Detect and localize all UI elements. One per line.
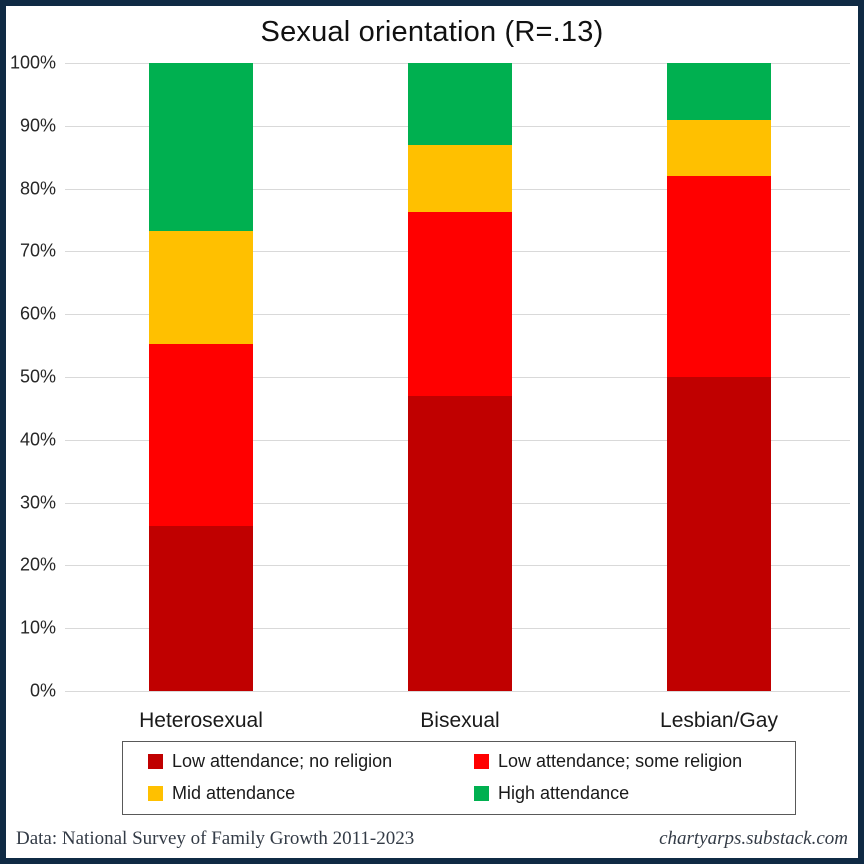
bar-segment [667, 119, 771, 177]
legend-item: High attendance [474, 783, 795, 804]
legend-label: Low attendance; some religion [498, 751, 743, 771]
bar-lesbian-gay [667, 63, 771, 691]
y-axis-tick: 0% [29, 680, 56, 701]
x-axis-label: Lesbian/Gay [660, 709, 778, 732]
chart-title: Sexual orientation (R=.13) [260, 16, 604, 48]
legend-box: Low attendance; no religion Low attendanc… [122, 741, 796, 815]
bar-bisexual [408, 63, 512, 691]
data-source-note: Data: National Survey of Family Growth 2… [16, 828, 415, 849]
site-credit: chartyarps.substack.com [659, 828, 848, 849]
legend-label: Mid attendance [172, 783, 296, 803]
legend-item: Low attendance; some religion [474, 751, 795, 772]
bar-segment [667, 63, 771, 120]
y-axis-tick: 80% [19, 178, 56, 199]
y-axis-tick: 90% [19, 115, 56, 136]
bar-segment [408, 144, 512, 213]
footer: Data: National Survey of Family Growth 2… [16, 828, 848, 850]
y-axis-tick: 60% [19, 303, 56, 324]
gridline [65, 691, 850, 692]
bar-segment [149, 230, 253, 344]
plot-area: 0% 10% 20% 30% 40% 50% 60% 70% 80% 90% 100% Heteros… [10, 53, 850, 732]
bar-segment [149, 526, 253, 691]
legend-label: High attendance [498, 783, 630, 803]
bar-segment [408, 212, 512, 396]
legend-swatch-icon [474, 754, 489, 769]
y-axis-tick: 50% [19, 366, 56, 387]
bar-segment [667, 176, 771, 377]
stacked-bar-chart: 0% 10% 20% 30% 40% 50% 60% 70% 80% 90% 100% Heteros… [6, 49, 858, 741]
legend-label: Low attendance; no religion [172, 751, 393, 771]
x-axis-label: Bisexual [420, 709, 500, 732]
bar-heterosexual [149, 63, 253, 691]
y-axis-tick: 70% [19, 240, 56, 261]
legend-swatch-icon [148, 786, 163, 801]
bar-segment [149, 343, 253, 527]
y-axis-tick: 20% [19, 554, 56, 575]
legend-item: Mid attendance [148, 783, 474, 804]
legend-swatch-icon [148, 754, 163, 769]
bar-segment [667, 377, 771, 691]
bar-segment [408, 63, 512, 145]
legend-item: Low attendance; no religion [148, 751, 474, 772]
bar-segment [149, 63, 253, 231]
bar-segment [408, 395, 512, 691]
x-axis-label: Heterosexual [139, 709, 263, 732]
y-axis-tick: 40% [19, 429, 56, 450]
y-axis-tick: 100% [9, 52, 56, 73]
legend-swatch-icon [474, 786, 489, 801]
y-axis-tick: 10% [19, 617, 56, 638]
y-axis-tick: 30% [19, 492, 56, 513]
